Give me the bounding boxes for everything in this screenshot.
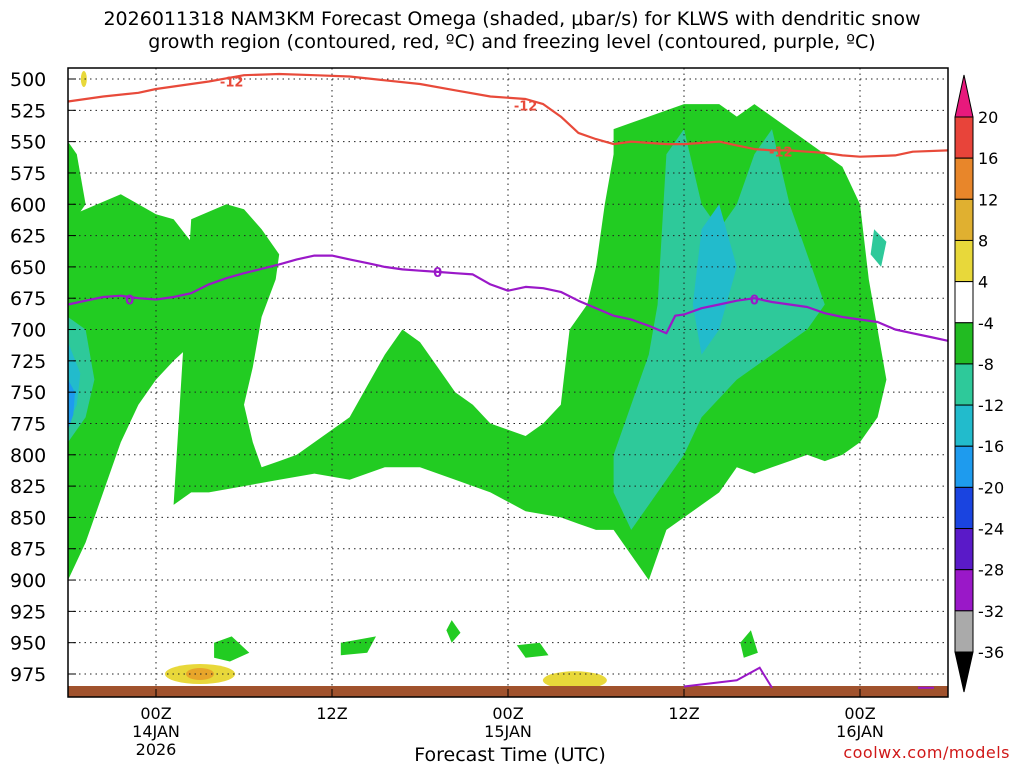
contour-label-0: -12 (220, 76, 244, 91)
colorbar-label-5: -4 (978, 314, 994, 333)
contour-lines: -12 -12 -12 0 0 0 (67, 72, 949, 689)
contour-label-1: -12 (514, 99, 538, 114)
colorbar-box-12 (954, 569, 974, 612)
green-blob-1 (340, 636, 376, 656)
colorbar-box-6 (954, 322, 974, 365)
omega-shading (68, 71, 887, 690)
y-tick-label-775: 775 (10, 413, 46, 435)
y-tick-label-925: 925 (10, 601, 46, 623)
contour-label-4: 0 (750, 293, 759, 308)
y-tick-label-750: 750 (10, 382, 46, 404)
colorbar-box-3 (954, 198, 974, 241)
colorbar-bottom-arrow (954, 651, 974, 693)
omega-region-m4-1 (68, 141, 86, 230)
x-tick-label-0: 00Z (140, 704, 171, 723)
colorbar-label-10: -24 (978, 520, 1004, 539)
y-tick-label-550: 550 (10, 132, 46, 154)
y-tick-label-500: 500 (10, 69, 46, 91)
x-tick-label-20: 00Z (492, 704, 523, 723)
x-tick-sub1-40: 16JAN (836, 722, 884, 741)
y-tick-label-575: 575 (10, 163, 46, 185)
y-tick-label-700: 700 (10, 320, 46, 342)
x-tick-label-10: 12Z (316, 704, 347, 723)
colorbar-top-arrow (954, 74, 974, 118)
y-axis: 500 525 550 575 600 625 650 675 700 725 750 775 800 8… (10, 69, 76, 686)
contour-label-5: 0 (125, 293, 134, 308)
credit-link[interactable]: coolwx.com/models (843, 743, 1010, 762)
colorbar-label-13: -36 (978, 643, 1004, 662)
x-tick-label-30: 12Z (668, 704, 699, 723)
green-blob-0 (214, 636, 250, 662)
colorbar-box-13 (954, 610, 974, 653)
x-tick-sub1-0: 14JAN (132, 722, 180, 741)
y-tick-label-950: 950 (10, 633, 46, 655)
colorbar-label-11: -28 (978, 561, 1004, 580)
omega-region-m12-b (692, 204, 737, 355)
green-blob-3 (516, 642, 549, 658)
colorbar-box-4 (954, 239, 974, 283)
colorbar-box-11 (954, 528, 974, 571)
colorbar-box-10 (954, 486, 974, 530)
colorbar-label-0: 20 (978, 108, 998, 127)
y-tick-label-800: 800 (10, 445, 46, 467)
x-tick-sub1-20: 15JAN (484, 722, 532, 741)
y-tick-label-825: 825 (10, 476, 46, 498)
chart-title-line2: growth region (contoured, red, ºC) and f… (148, 31, 876, 53)
colorbar-label-2: 12 (978, 190, 998, 209)
colorbar-label-8: -16 (978, 437, 1004, 456)
x-axis-title: Forecast Time (UTC) (414, 744, 606, 766)
contour-line-0 (67, 72, 949, 158)
contour-label-2: -12 (769, 146, 793, 161)
omega-region-m8-a (68, 317, 95, 443)
x-tick-sub2-0: 2026 (136, 740, 177, 759)
y-tick-label-600: 600 (10, 194, 46, 216)
contour-label-3: 0 (433, 266, 442, 281)
x-tick-label-40: 00Z (844, 704, 875, 723)
yellow-blob-2 (542, 671, 607, 690)
y-tick-label-650: 650 (10, 257, 46, 279)
colorbar-box-7 (954, 363, 974, 406)
y-tick-label-975: 975 (10, 664, 46, 686)
y-tick-label-525: 525 (10, 100, 46, 122)
omega-region-m8-c (870, 229, 887, 267)
colorbar-box-8 (954, 404, 974, 447)
colorbar-label-6: -8 (978, 355, 994, 374)
colorbar-box-1 (954, 116, 974, 159)
yellow-blob-3 (80, 71, 87, 87)
green-blob-4 (740, 630, 758, 658)
y-tick-label-900: 900 (10, 570, 46, 592)
colorbar-box-2 (954, 157, 974, 200)
grid-lines (68, 68, 948, 697)
contour-line-1 (67, 254, 949, 342)
y-tick-label-850: 850 (10, 507, 46, 529)
colorbar-label-12: -32 (978, 602, 1004, 621)
colorbar: 20 16 12 8 4 -4 -8 -12 -16 -20 -24 -28 -32 -36 (954, 74, 1004, 693)
colorbar-label-7: -12 (978, 396, 1004, 415)
omega-region-m4-0 (68, 194, 227, 581)
green-blob-2 (446, 620, 461, 643)
colorbar-label-1: 16 (978, 149, 998, 168)
colorbar-label-9: -20 (978, 478, 1004, 497)
y-tick-label-725: 725 (10, 351, 46, 373)
y-tick-label-875: 875 (10, 539, 46, 561)
colorbar-label-4: 4 (978, 273, 988, 292)
y-tick-label-675: 675 (10, 288, 46, 310)
colorbar-box-9 (954, 445, 974, 488)
contour-line-sfc (683, 666, 773, 689)
colorbar-box-5 (954, 281, 974, 324)
colorbar-label-3: 8 (978, 231, 988, 250)
y-tick-label-625: 625 (10, 226, 46, 248)
chart-title-line1: 2026011318 NAM3KM Forecast Omega (shaded… (103, 8, 921, 30)
